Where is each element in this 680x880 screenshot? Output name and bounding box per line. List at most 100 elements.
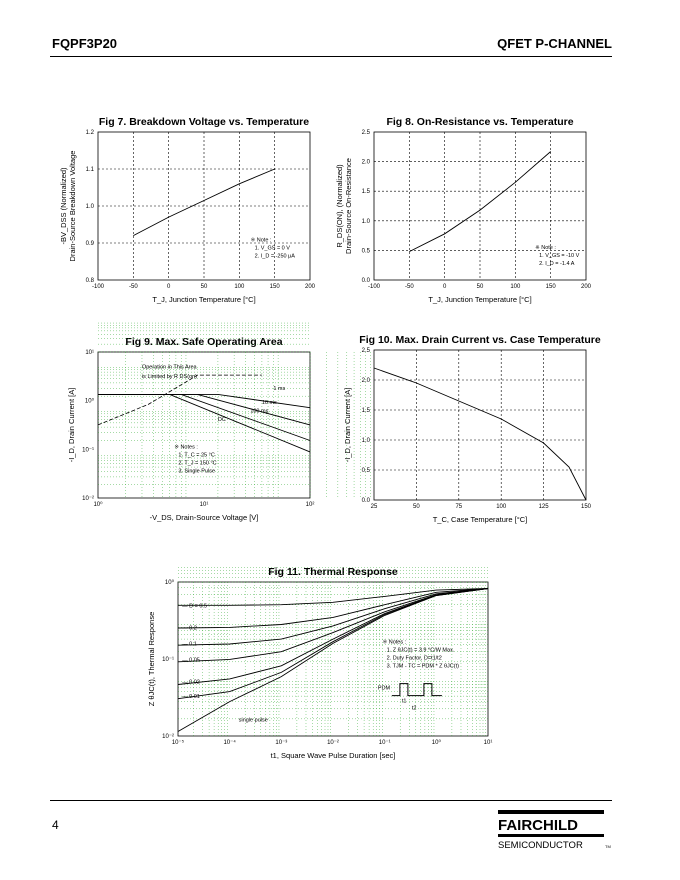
fig8-ytick: 1.5 bbox=[362, 189, 371, 195]
fig11-title: Fig 11. Thermal Response bbox=[268, 566, 398, 578]
fig11-note: 1. Z θJC(t) = 3.9 °C/W Max. bbox=[387, 648, 455, 654]
fig10-xtick: 25 bbox=[371, 504, 378, 510]
fig11-xtick: 10⁻⁵ bbox=[172, 739, 185, 746]
fig7-xlabel: T_J, Junction Temperature [°C] bbox=[152, 295, 255, 304]
fig7-xtick: 50 bbox=[201, 284, 208, 290]
fig7-ytick: 1.2 bbox=[86, 130, 95, 136]
fig9-series-line bbox=[98, 393, 311, 453]
fig11-single-pulse-label: single pulse bbox=[239, 717, 268, 723]
header-rule bbox=[50, 56, 612, 57]
fig9-note: 1. T_C = 25 °C bbox=[178, 452, 215, 458]
page-number: 4 bbox=[52, 818, 59, 832]
fig8-xtick: -50 bbox=[405, 284, 414, 290]
fig11-ytick: 10⁻² bbox=[162, 734, 174, 740]
logo-tm: TM bbox=[605, 844, 611, 849]
fig9-ytick: 10⁻¹ bbox=[82, 447, 94, 453]
fig9-note: 3. Single Pulse bbox=[178, 468, 215, 474]
fig7-xtick: -50 bbox=[129, 284, 138, 290]
fig10-ytick: 0.0 bbox=[362, 498, 371, 504]
fig11-ylabel: Z θJC(t), Thermal Response bbox=[147, 612, 156, 706]
fig7-note: 2. I_D = -250 μA bbox=[255, 254, 296, 260]
fig9-label-10ms: 10 ms bbox=[262, 400, 277, 406]
fig9-annotation: is Limited by R DS(on) bbox=[142, 374, 197, 380]
fig7-ytick: 1.0 bbox=[86, 204, 95, 210]
fig8-xtick: 50 bbox=[477, 284, 484, 290]
fig7-note: 1. V_GS = 0 V bbox=[255, 246, 291, 252]
fig8-ytick: 2.5 bbox=[362, 130, 371, 136]
fig7-ylabel-2: Drain-Source Breakdown Voltage bbox=[68, 151, 77, 262]
fig11-xtick: 10⁻⁴ bbox=[223, 739, 236, 746]
fig11-xtick: 10¹ bbox=[484, 740, 493, 746]
fig9-annotation: Operation in This Area bbox=[142, 364, 198, 370]
fig11-t2-label: t2 bbox=[412, 706, 417, 712]
fig7-xtick: 0 bbox=[167, 284, 171, 290]
fig10-xtick: 50 bbox=[413, 504, 420, 510]
fig7-ytick: 0.8 bbox=[86, 278, 95, 284]
fig8-ytick: 2.0 bbox=[362, 160, 371, 166]
fig9-label-1ms: 1 ms bbox=[273, 386, 285, 392]
fig11-xtick: 10⁻³ bbox=[275, 740, 287, 746]
fig11-curve-label: — 0.2 bbox=[182, 625, 197, 631]
fig10-series-line bbox=[373, 367, 587, 501]
fig11-ytick: 10⁻¹ bbox=[162, 657, 174, 663]
product-family: QFET P-CHANNEL bbox=[497, 36, 612, 51]
fig11-t1-label: t1 bbox=[402, 699, 407, 705]
fig8-note: 2. I_D = -1.4 A bbox=[539, 261, 575, 267]
fig9-xtick: 10⁰ bbox=[93, 501, 103, 508]
fig11-xlabel: t1, Square Wave Pulse Duration [sec] bbox=[271, 751, 396, 760]
fig9-xtick: 10¹ bbox=[200, 502, 209, 508]
fig11-frame bbox=[177, 581, 489, 737]
fig10-ytick: 0.5 bbox=[362, 468, 371, 474]
fig10-ytick: 1.0 bbox=[362, 438, 371, 444]
fig7-title: Fig 7. Breakdown Voltage vs. Temperature bbox=[99, 116, 309, 128]
fig11-series-line bbox=[177, 588, 489, 646]
fig8-xtick: 0 bbox=[443, 284, 447, 290]
fig8-xtick: -100 bbox=[368, 284, 381, 290]
fig10-ytick: 1.5 bbox=[362, 408, 371, 414]
fig8-xtick: 100 bbox=[510, 284, 521, 290]
fig11-xtick: 10⁰ bbox=[432, 739, 442, 746]
fig10-title: Fig 10. Max. Drain Current vs. Case Temp… bbox=[359, 334, 601, 346]
fig11-curve-label: — 0.05 bbox=[182, 657, 200, 663]
part-number: FQPF3P20 bbox=[52, 36, 118, 51]
fig8-note: ※ Note : bbox=[535, 244, 556, 251]
fig7-series-line bbox=[133, 168, 275, 236]
fig11-note: ※ Notes : bbox=[383, 639, 407, 646]
fig11-xtick: 10⁻² bbox=[327, 740, 339, 746]
fig11-note: 2. Duty Factor, D=t1/t2 bbox=[387, 656, 442, 662]
fig10-xtick: 150 bbox=[581, 504, 592, 510]
fig9-ylabel: -I_D, Drain Current [A] bbox=[67, 388, 76, 463]
fig11-curve-label: — 0.01 bbox=[182, 694, 200, 700]
fig8-xlabel: T_J, Junction Temperature [°C] bbox=[428, 295, 531, 304]
fig10-ytick: 2.0 bbox=[362, 378, 371, 384]
fig11-pulse-waveform bbox=[391, 683, 442, 697]
fig9-label-dc: DC bbox=[218, 417, 226, 423]
fig7-ytick: 1.1 bbox=[86, 167, 95, 173]
footer-rule bbox=[50, 800, 612, 801]
fig9-xlabel: -V_DS, Drain-Source Voltage [V] bbox=[150, 513, 259, 522]
fig11-pdm-label: PDM bbox=[378, 686, 391, 692]
fig8-note: 1. V_GS = -10 V bbox=[539, 253, 580, 259]
fig7-ylabel: -BV_DSS (Normalized) bbox=[59, 167, 68, 245]
fig9-title: Fig 9. Max. Safe Operating Area bbox=[125, 336, 282, 348]
fig9-chart: Fig 9. Max. Safe Operating Area 10⁰ 10¹ 10²… bbox=[67, 322, 371, 522]
fig7-xtick: -100 bbox=[92, 284, 105, 290]
fig8-ylabel-2: Drain-Source On-Resistance bbox=[344, 158, 353, 254]
fig11-xtick: 10⁻¹ bbox=[379, 740, 391, 746]
fig11-series-line bbox=[177, 588, 489, 732]
fig10-xtick: 100 bbox=[496, 504, 507, 510]
fig7-note: ※ Note : bbox=[251, 237, 272, 244]
fig7-xtick: 200 bbox=[305, 284, 316, 290]
fig11-note: 3. TJM - TC = PDM * Z θJC(t) bbox=[387, 664, 460, 670]
fig7-xtick: 100 bbox=[234, 284, 245, 290]
fig8-ytick: 0.5 bbox=[362, 248, 371, 254]
fig11-curve-label: — D = 0.5 bbox=[182, 603, 207, 609]
fig10-xlabel: T_C, Case Temperature [°C] bbox=[433, 515, 528, 524]
fairchild-logo: FAIRCHILD SEMICONDUCTOR TM bbox=[498, 810, 611, 851]
fig9-note: ※ Notes : bbox=[174, 443, 198, 450]
fig11-series-line bbox=[177, 588, 489, 629]
fig9-label-100ms: 100 ms bbox=[250, 409, 268, 415]
fig7-xtick: 150 bbox=[270, 284, 281, 290]
fig9-xtick: 10² bbox=[306, 502, 315, 508]
fig9-ytick: 10¹ bbox=[85, 350, 94, 356]
